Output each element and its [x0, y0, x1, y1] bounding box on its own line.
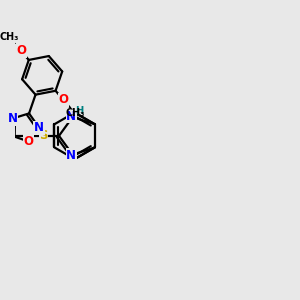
Text: N: N: [8, 112, 17, 125]
Text: N: N: [66, 149, 76, 162]
Text: O: O: [24, 135, 34, 148]
Text: S: S: [39, 129, 48, 142]
Text: O: O: [16, 44, 26, 58]
Text: N: N: [34, 121, 44, 134]
Text: CH₃: CH₃: [65, 108, 85, 118]
Text: CH₃: CH₃: [0, 32, 19, 43]
Text: H: H: [75, 106, 83, 116]
Text: N: N: [66, 110, 76, 123]
Text: O: O: [58, 93, 68, 106]
